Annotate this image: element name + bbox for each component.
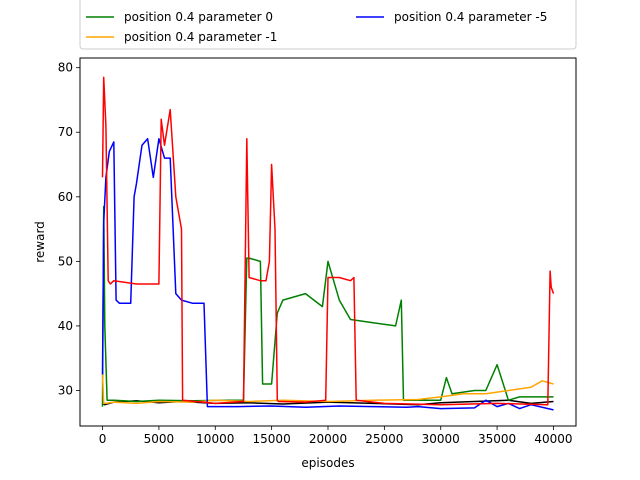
x-tick-label: 40000 xyxy=(534,432,572,446)
x-axis-title: episodes xyxy=(301,456,354,470)
x-tick-label: 25000 xyxy=(365,432,403,446)
series-line-3 xyxy=(101,137,554,411)
x-tick-label: 15000 xyxy=(253,432,291,446)
y-tick-label: 50 xyxy=(58,254,73,268)
x-axis: 0 5000 10000 15000 20000 25000 30000 35000 40000 xyxy=(99,426,573,446)
x-tick-label: 10000 xyxy=(196,432,234,446)
series-line-1 xyxy=(101,205,554,407)
y-tick-label: 40 xyxy=(58,319,73,333)
legend-label: position 0.4 parameter 0 xyxy=(124,10,273,24)
series-line-2 xyxy=(101,374,554,405)
legend: position 0.4 parameter 0 position 0.4 par… xyxy=(79,0,577,50)
y-tick-label: 30 xyxy=(58,383,73,397)
y-axis: 30 40 50 60 70 80 xyxy=(58,61,80,397)
legend-label: position 0.4 parameter -5 xyxy=(394,10,547,24)
legend-label: position 0.4 parameter -1 xyxy=(124,30,277,44)
y-axis-title: reward xyxy=(33,221,47,263)
x-tick-label: 35000 xyxy=(478,432,516,446)
legend-box xyxy=(79,0,577,50)
x-tick-label: 5000 xyxy=(144,432,175,446)
y-tick-label: 60 xyxy=(58,190,73,204)
x-tick-label: 20000 xyxy=(309,432,347,446)
series-line-4 xyxy=(101,76,555,406)
y-tick-label: 80 xyxy=(58,61,73,75)
y-tick-label: 70 xyxy=(58,125,73,139)
x-tick-label: 30000 xyxy=(422,432,460,446)
x-tick-label: 0 xyxy=(99,432,107,446)
plot-lines xyxy=(101,76,555,411)
